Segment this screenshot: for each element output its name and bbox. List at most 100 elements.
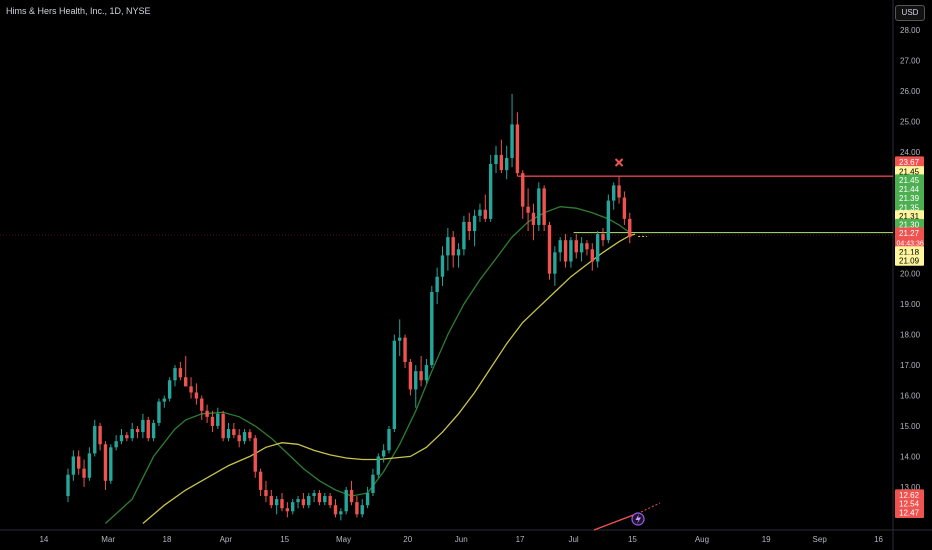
candle-body: [569, 240, 573, 262]
price-label: 21.09: [899, 256, 920, 265]
y-tick-label: 26.00: [900, 87, 921, 96]
x-tick-label: Apr: [220, 535, 233, 544]
x-tick-label: 20: [403, 535, 412, 544]
candle-body: [403, 337, 407, 363]
candle-body: [574, 240, 578, 253]
candles: [66, 93, 632, 521]
candle-body: [301, 499, 306, 506]
projection-line: [593, 513, 637, 531]
candle-body: [274, 499, 279, 506]
candle-body: [601, 234, 605, 241]
price-label: 21.44: [899, 185, 920, 194]
ma-slow-line: [142, 233, 636, 524]
candle-body: [210, 416, 215, 426]
candle-body: [510, 124, 514, 158]
candle-body: [553, 252, 557, 274]
y-tick-label: 28.00: [900, 26, 921, 35]
price-label: 21.18: [899, 248, 920, 257]
x-tick-label: 15: [280, 535, 289, 544]
chart-title: Hims & Hers Health, Inc., 1D, NYSE: [6, 6, 151, 16]
candle-body: [333, 505, 338, 515]
candle-body: [242, 432, 247, 442]
projection-line-dashed: [640, 502, 661, 513]
price-label-bg: [895, 174, 924, 186]
price-label: 23.67: [899, 158, 920, 167]
candle-body: [328, 496, 332, 506]
candle-body: [494, 154, 498, 165]
time-axis[interactable]: 14 Mar 18 Apr 15 May 20 Jun 17 Jul 15 Aug 19 Sep 16: [39, 535, 883, 544]
price-label-bg: [895, 227, 924, 248]
candle-body: [98, 425, 102, 445]
candle-body: [285, 508, 290, 512]
x-marker-icon: [614, 158, 624, 167]
candle-body: [419, 371, 423, 381]
candle-body: [349, 489, 354, 503]
x-tick-label: 17: [516, 535, 525, 544]
price-axis[interactable]: 28.0027.0026.0025.0024.0023.0022.0021.00…: [895, 26, 924, 518]
candle-body: [103, 444, 108, 481]
candle-body: [237, 435, 241, 442]
candle-body: [446, 237, 450, 256]
currency-button[interactable]: USD: [895, 5, 925, 21]
candle-body: [585, 243, 589, 250]
candle-body: [258, 471, 263, 490]
candle-body: [135, 429, 140, 433]
price-label-bg: [895, 192, 924, 204]
candle-body: [628, 218, 632, 238]
candle-body: [387, 429, 391, 451]
candle-body: [157, 401, 161, 423]
candle-body: [424, 365, 429, 381]
x-tick-label: Mar: [101, 535, 115, 544]
candle-body: [617, 185, 621, 198]
moving-averages: [104, 206, 636, 524]
candle-body: [521, 173, 525, 207]
candle-body: [531, 212, 536, 225]
candle-body: [189, 386, 193, 393]
price-label: 21.27: [899, 229, 920, 238]
candle-body: [430, 291, 434, 366]
price-label: 12.47: [899, 508, 920, 517]
price-label-bg: [895, 506, 924, 518]
price-label-bg: [895, 210, 924, 222]
candle-body: [499, 154, 504, 171]
price-label-bg: [895, 156, 924, 168]
price-label: 12.54: [899, 499, 920, 508]
y-tick-label: 14.00: [900, 452, 921, 461]
candle-body: [109, 447, 113, 481]
candle-body: [355, 502, 359, 515]
price-label: 21.30: [899, 220, 920, 229]
candle-body: [71, 456, 76, 475]
candle-body: [558, 240, 562, 253]
y-tick-label: 13.00: [900, 483, 921, 492]
candle-body: [82, 468, 86, 478]
candle-body: [151, 422, 156, 439]
candle-body: [66, 474, 70, 497]
candle-body: [264, 489, 268, 497]
candle-body: [462, 221, 466, 250]
price-label: 21.39: [899, 194, 920, 203]
candle-body: [451, 237, 455, 256]
price-label: 21.45: [899, 168, 920, 177]
annotations: [593, 158, 661, 531]
candle-body: [408, 362, 413, 390]
price-label-bg: [895, 201, 924, 213]
candle-body: [232, 429, 236, 436]
candle-body: [344, 489, 348, 512]
x-tick-label: 18: [163, 535, 172, 544]
candle-body: [200, 398, 204, 411]
price-label-bg: [895, 183, 924, 195]
candle-body: [360, 505, 364, 515]
candle-body: [472, 215, 477, 232]
candle-body: [563, 240, 568, 262]
candle-body: [216, 413, 220, 426]
candle-body: [483, 209, 487, 219]
candle-body: [537, 188, 541, 225]
x-tick-label: May: [336, 535, 351, 544]
candle-body: [612, 185, 616, 201]
candle-body: [323, 496, 327, 503]
x-tick-label: 14: [39, 535, 48, 544]
price-label: 12.62: [899, 491, 920, 500]
candle-body: [398, 337, 402, 341]
candle-body: [226, 429, 231, 439]
